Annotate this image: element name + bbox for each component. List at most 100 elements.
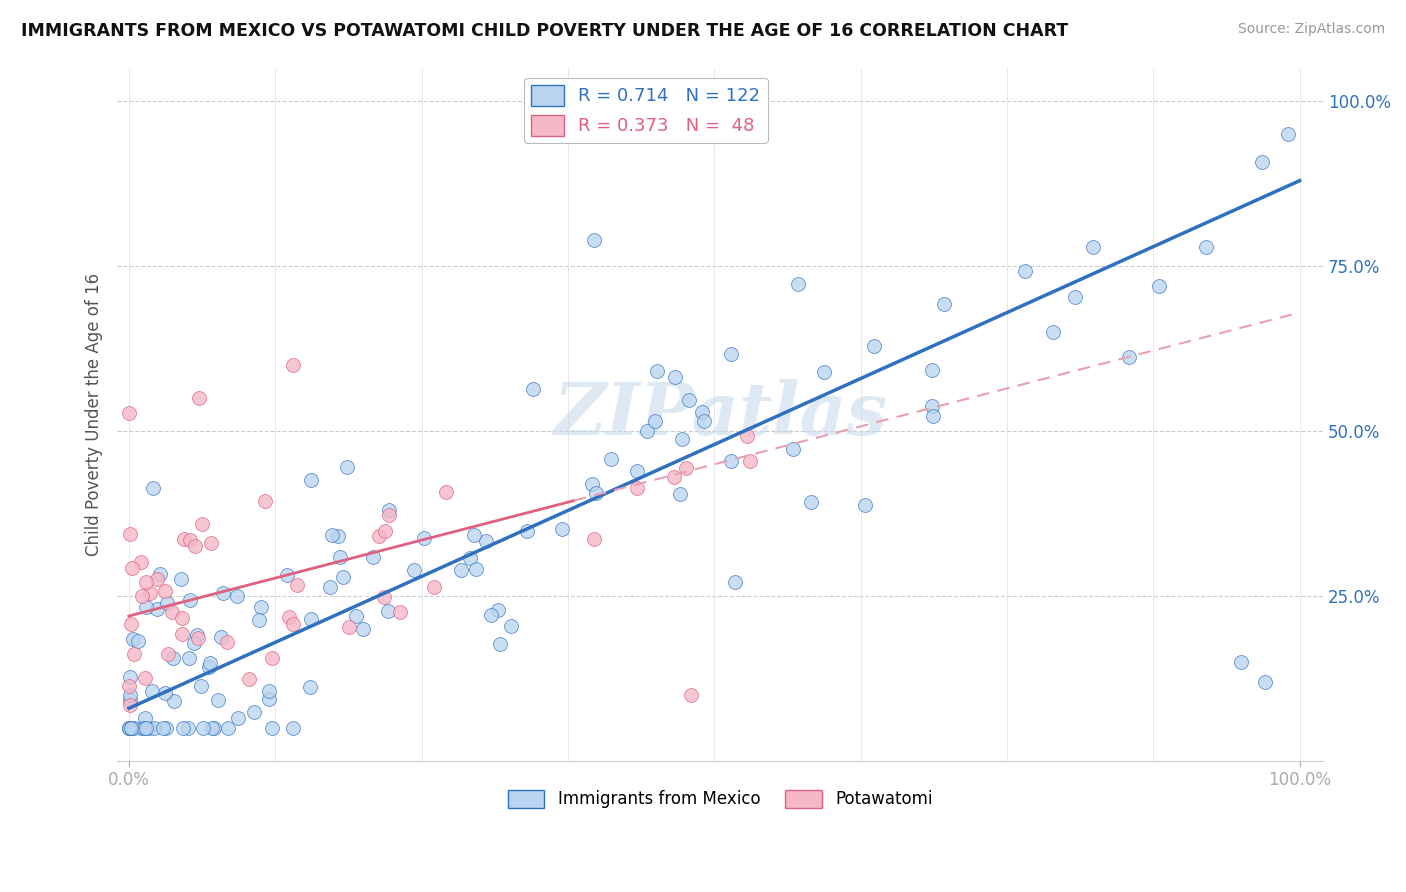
Point bbox=[135, 721, 157, 735]
Point bbox=[671, 433, 693, 447]
Point bbox=[209, 630, 232, 644]
Point bbox=[217, 634, 239, 648]
Point bbox=[228, 711, 250, 725]
Point bbox=[361, 549, 384, 564]
Point bbox=[139, 586, 162, 600]
Point bbox=[122, 632, 145, 647]
Point bbox=[120, 721, 142, 735]
Point bbox=[160, 605, 183, 619]
Point bbox=[1147, 279, 1170, 293]
Point bbox=[486, 603, 509, 617]
Point bbox=[120, 721, 142, 735]
Point bbox=[522, 383, 544, 397]
Point bbox=[720, 347, 742, 361]
Point bbox=[118, 688, 141, 702]
Point bbox=[257, 691, 280, 706]
Point bbox=[172, 627, 194, 641]
Point bbox=[582, 533, 605, 547]
Point bbox=[118, 721, 141, 735]
Point bbox=[134, 671, 156, 685]
Point bbox=[226, 589, 249, 603]
Point bbox=[135, 600, 157, 615]
Point bbox=[134, 711, 156, 725]
Point bbox=[243, 705, 266, 719]
Point bbox=[585, 486, 607, 500]
Text: ZIPatlas: ZIPatlas bbox=[553, 379, 887, 450]
Point bbox=[155, 721, 177, 735]
Point bbox=[724, 575, 747, 590]
Point bbox=[200, 536, 222, 550]
Point bbox=[501, 619, 523, 633]
Point bbox=[921, 399, 943, 413]
Point bbox=[344, 609, 367, 624]
Point bbox=[488, 636, 510, 650]
Point bbox=[516, 524, 538, 538]
Point bbox=[336, 459, 359, 474]
Point bbox=[172, 611, 194, 625]
Point bbox=[260, 721, 283, 735]
Point bbox=[326, 529, 349, 543]
Point bbox=[921, 363, 943, 377]
Point bbox=[156, 596, 179, 610]
Point bbox=[153, 686, 176, 700]
Point bbox=[149, 567, 172, 582]
Point bbox=[118, 527, 141, 541]
Point bbox=[1063, 289, 1085, 303]
Point bbox=[298, 681, 321, 695]
Point bbox=[1253, 674, 1275, 689]
Point bbox=[131, 721, 153, 735]
Point bbox=[1277, 128, 1299, 142]
Point bbox=[247, 614, 270, 628]
Point bbox=[198, 656, 221, 670]
Point bbox=[332, 569, 354, 583]
Point bbox=[162, 651, 184, 665]
Point bbox=[463, 527, 485, 541]
Point bbox=[191, 517, 214, 532]
Point bbox=[664, 370, 686, 384]
Point bbox=[853, 498, 876, 512]
Point bbox=[475, 533, 498, 548]
Point bbox=[675, 461, 697, 475]
Point bbox=[1042, 325, 1064, 339]
Point bbox=[479, 608, 502, 623]
Point bbox=[1118, 350, 1140, 364]
Point bbox=[693, 414, 716, 428]
Point bbox=[163, 693, 186, 707]
Point bbox=[122, 721, 145, 735]
Point bbox=[118, 693, 141, 707]
Point bbox=[201, 721, 224, 735]
Point bbox=[678, 392, 700, 407]
Point bbox=[146, 602, 169, 616]
Point bbox=[1250, 154, 1272, 169]
Point bbox=[863, 339, 886, 353]
Point bbox=[179, 650, 201, 665]
Y-axis label: Child Poverty Under the Age of 16: Child Poverty Under the Age of 16 bbox=[86, 273, 103, 557]
Point bbox=[202, 721, 225, 735]
Point bbox=[813, 365, 835, 379]
Point bbox=[118, 679, 141, 693]
Point bbox=[389, 606, 412, 620]
Point bbox=[720, 454, 742, 468]
Point bbox=[186, 628, 208, 642]
Point bbox=[146, 573, 169, 587]
Point bbox=[329, 549, 352, 564]
Point bbox=[190, 679, 212, 693]
Point bbox=[679, 688, 702, 702]
Point bbox=[285, 577, 308, 591]
Point bbox=[176, 721, 198, 735]
Point bbox=[378, 503, 401, 517]
Legend: Immigrants from Mexico, Potawatomi: Immigrants from Mexico, Potawatomi bbox=[501, 783, 939, 815]
Point bbox=[551, 522, 574, 536]
Point bbox=[153, 584, 176, 599]
Point bbox=[156, 648, 179, 662]
Point bbox=[373, 591, 395, 605]
Point bbox=[378, 508, 401, 522]
Point bbox=[278, 610, 301, 624]
Text: IMMIGRANTS FROM MEXICO VS POTAWATOMI CHILD POVERTY UNDER THE AGE OF 16 CORRELATI: IMMIGRANTS FROM MEXICO VS POTAWATOMI CHI… bbox=[21, 22, 1069, 40]
Point bbox=[352, 622, 374, 636]
Point bbox=[238, 672, 260, 686]
Point bbox=[321, 528, 343, 542]
Point bbox=[191, 721, 214, 735]
Point bbox=[118, 406, 141, 420]
Point bbox=[644, 414, 666, 428]
